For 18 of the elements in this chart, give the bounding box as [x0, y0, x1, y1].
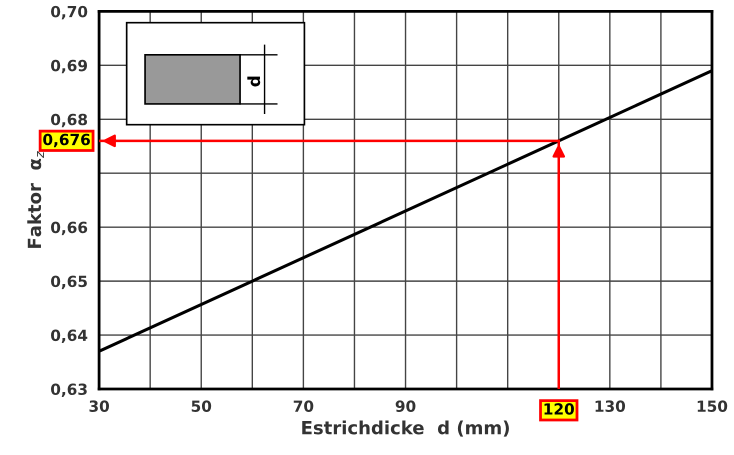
x-tick-label: 130: [596, 400, 626, 412]
x-tick-label: 70: [294, 400, 314, 412]
x-axis-title: Estrichdicke d (mm): [302, 420, 509, 437]
y-tick-label: 0,66: [51, 222, 88, 236]
x-tick-label: 150: [698, 400, 728, 412]
y-axis-title: Faktor α$_{z}$: [27, 151, 44, 248]
y-tick-label: 0,64: [51, 330, 88, 344]
x-tick-label: 30: [89, 400, 109, 412]
y-tick-label: 0,69: [51, 60, 88, 74]
annotation: d: [247, 76, 260, 86]
x-tick-label: 90: [396, 400, 416, 412]
y-tick-label: 0,68: [51, 114, 88, 128]
x-tick-label: 50: [192, 400, 212, 412]
ref-line-label: 120: [544, 403, 574, 415]
y-tick-label: 0,70: [51, 6, 88, 20]
y-tick-label: 0,63: [51, 383, 87, 397]
ref-line-label: 0,676: [43, 134, 90, 148]
y-tick-label: 0,65: [51, 276, 87, 290]
